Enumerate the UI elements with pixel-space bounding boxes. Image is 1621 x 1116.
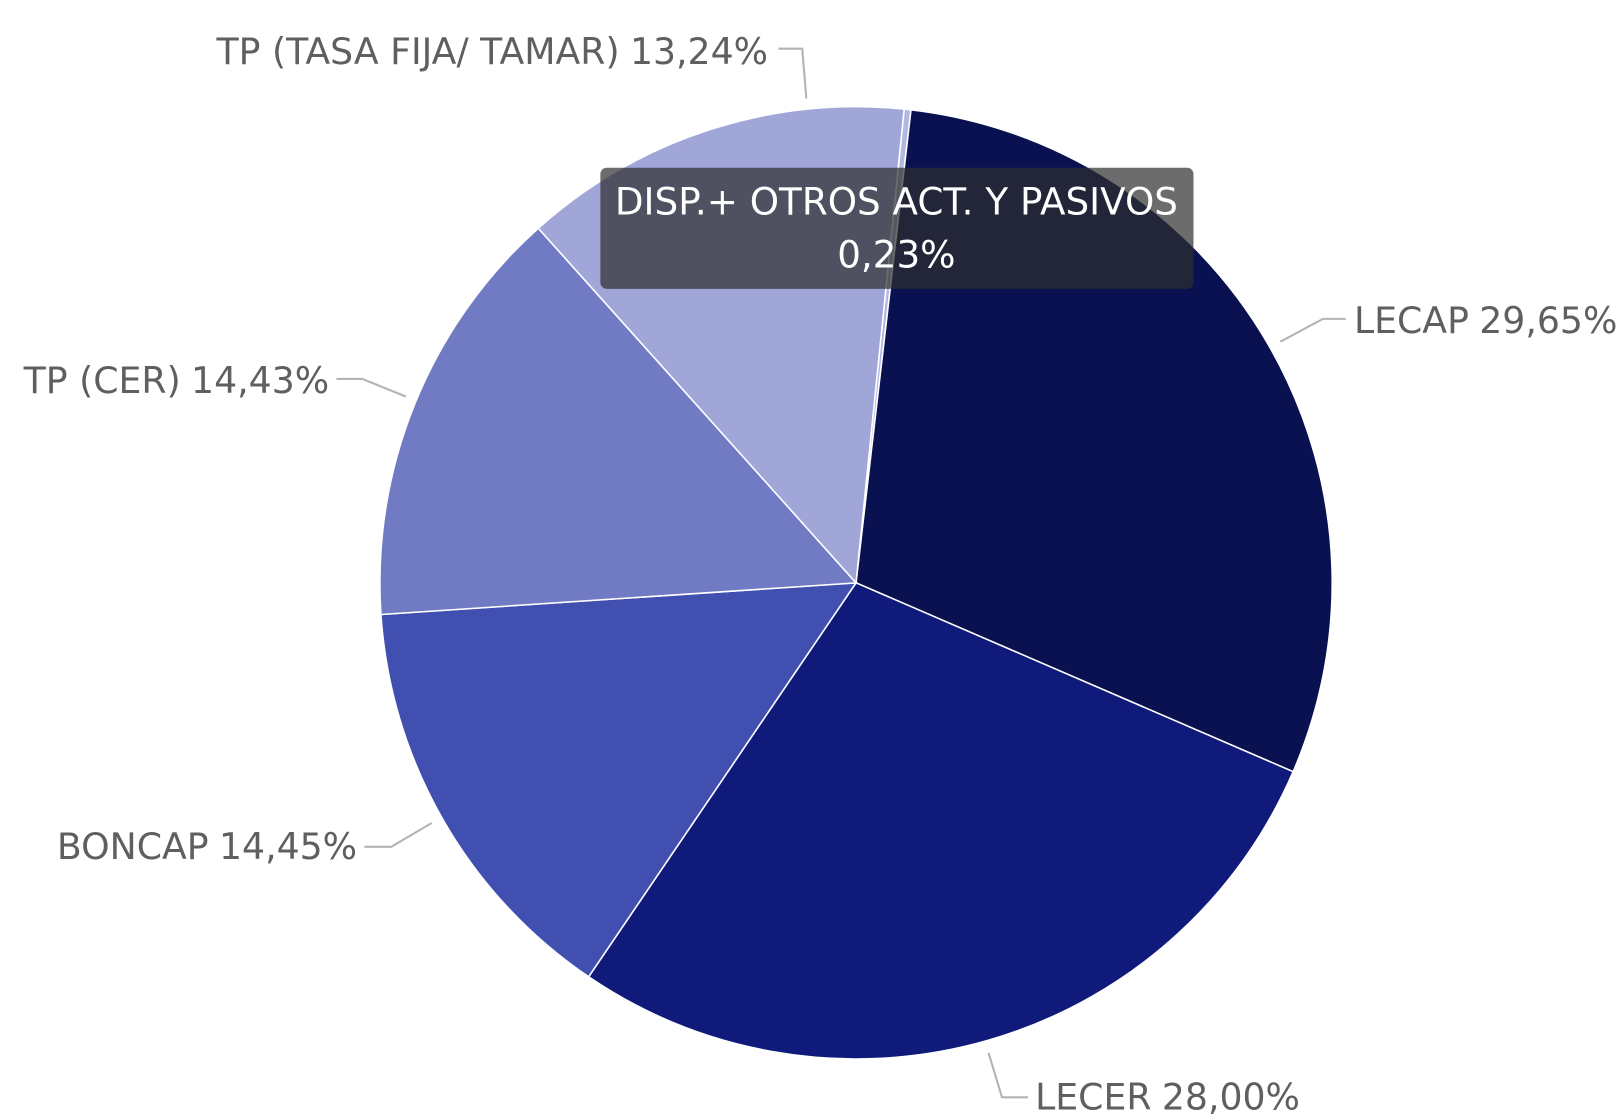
tooltip-box: [600, 167, 1194, 289]
leader-line: [987, 1052, 1028, 1099]
slice-name: LECER: [1035, 1075, 1151, 1116]
slice-label: LECER 28,00%: [1035, 1075, 1300, 1116]
slice-label: TP (CER) 14,43%: [23, 359, 330, 402]
slice-name: TP (TASA FIJA/ TAMAR): [215, 30, 619, 73]
leader-line: [778, 47, 808, 99]
tooltip-name: DISP.+ OTROS ACT. Y PASIVOS: [615, 179, 1178, 223]
tooltip-value: 0,23%: [837, 232, 955, 276]
slice-name: LECAP: [1354, 299, 1469, 342]
slice-value: 29,65%: [1479, 299, 1617, 342]
slice-name: BONCAP: [57, 825, 209, 868]
slice-value: 28,00%: [1162, 1075, 1300, 1116]
leader-line: [364, 822, 433, 848]
slice-value: 14,45%: [219, 825, 357, 868]
pie-slice: [587, 581, 1295, 1060]
slice-label: BONCAP 14,45%: [57, 825, 357, 868]
pie-slice: [380, 581, 858, 978]
slice-value: 13,24%: [630, 30, 768, 73]
slice-name: TP (CER): [23, 359, 181, 402]
slice-label: TP (TASA FIJA/ TAMAR) 13,24%: [215, 30, 768, 73]
slice-value: 14,43%: [191, 359, 329, 402]
pie-slice: [379, 227, 858, 616]
leader-line: [336, 377, 407, 398]
leader-line: [1279, 317, 1346, 343]
slice-label: LECAP 29,65%: [1354, 299, 1617, 342]
